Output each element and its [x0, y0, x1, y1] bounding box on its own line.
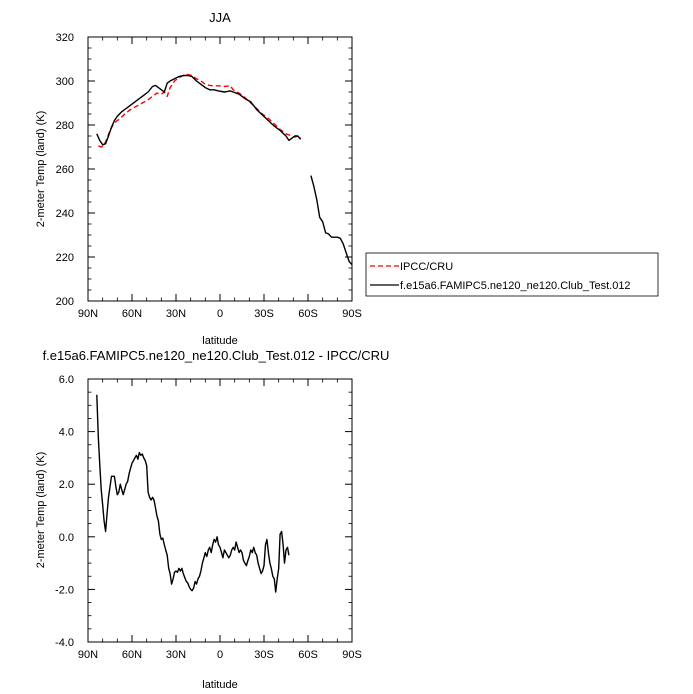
bottom-chart-title: f.e15a6.FAMIPC5.ne120_ne120.Club_Test.01… — [43, 348, 390, 363]
y-tick-label: 240 — [56, 208, 74, 220]
x-tick-label: 90N — [78, 649, 98, 661]
x-tick-label: 90S — [342, 308, 362, 320]
top-y-axis-label: 2-meter Temp (land) (K) — [35, 111, 47, 228]
x-tick-label: 0 — [217, 308, 223, 320]
series-line-0 — [98, 73, 302, 148]
legend-box — [365, 252, 659, 297]
x-tick-label: 60N — [122, 308, 142, 320]
y-tick-label: -4.0 — [55, 637, 74, 649]
x-tick-label: 0 — [217, 649, 223, 661]
series-line-1 — [96, 74, 302, 146]
y-tick-label: 2.0 — [59, 479, 74, 491]
y-tick-label: 260 — [56, 164, 74, 176]
top-chart-title: JJA — [209, 10, 231, 25]
legend: IPCC/CRU f.e15a6.FAMIPC5.ne120_ne120.Clu… — [365, 252, 659, 297]
bottom-y-axis-label: 2-meter Temp (land) (K) — [35, 452, 47, 569]
y-tick-label: 6.0 — [59, 374, 74, 386]
x-tick-label: 60S — [298, 649, 318, 661]
bottom-plot-area: 90N 60N 30N 0 30S 60S 90S -4.0 -2.0 0.0 2.0 4.0 6.0 — [55, 374, 362, 661]
y-tick-label: 300 — [56, 76, 74, 88]
bottom-panel: f.e15a6.FAMIPC5.ne120_ne120.Club_Test.01… — [35, 348, 389, 691]
y-tick-label: 4.0 — [59, 427, 74, 439]
series-line-0 — [96, 394, 290, 593]
y-tick-label: 280 — [56, 120, 74, 132]
x-tick-label: 30N — [166, 649, 186, 661]
top-x-axis-label: latitude — [202, 335, 237, 347]
x-tick-label: 30S — [254, 308, 274, 320]
legend-label-model: f.e15a6.FAMIPC5.ne120_ne120.Club_Test.01… — [400, 280, 631, 292]
x-tick-label: 60N — [122, 649, 142, 661]
top-panel: JJA 90N 60N 30N 0 30S 60S 90S 200 220 240 260 280 30… — [35, 10, 362, 347]
y-tick-label: 320 — [56, 32, 74, 44]
x-tick-label: 30S — [254, 649, 274, 661]
x-tick-label: 90N — [78, 308, 98, 320]
y-tick-label: 0.0 — [59, 532, 74, 544]
x-tick-label: 60S — [298, 308, 318, 320]
y-tick-label: 200 — [56, 296, 74, 308]
x-tick-label: 90S — [342, 649, 362, 661]
legend-label-ipcc-cru: IPCC/CRU — [400, 261, 453, 273]
bottom-x-axis-label: latitude — [202, 679, 237, 691]
top-plot-area: 90N 60N 30N 0 30S 60S 90S 200 220 240 260 280 300 320 — [56, 32, 362, 320]
x-tick-label: 30N — [166, 308, 186, 320]
y-tick-label: -2.0 — [55, 584, 74, 596]
series-line-1-segment-1 — [310, 175, 353, 266]
y-tick-label: 220 — [56, 252, 74, 264]
